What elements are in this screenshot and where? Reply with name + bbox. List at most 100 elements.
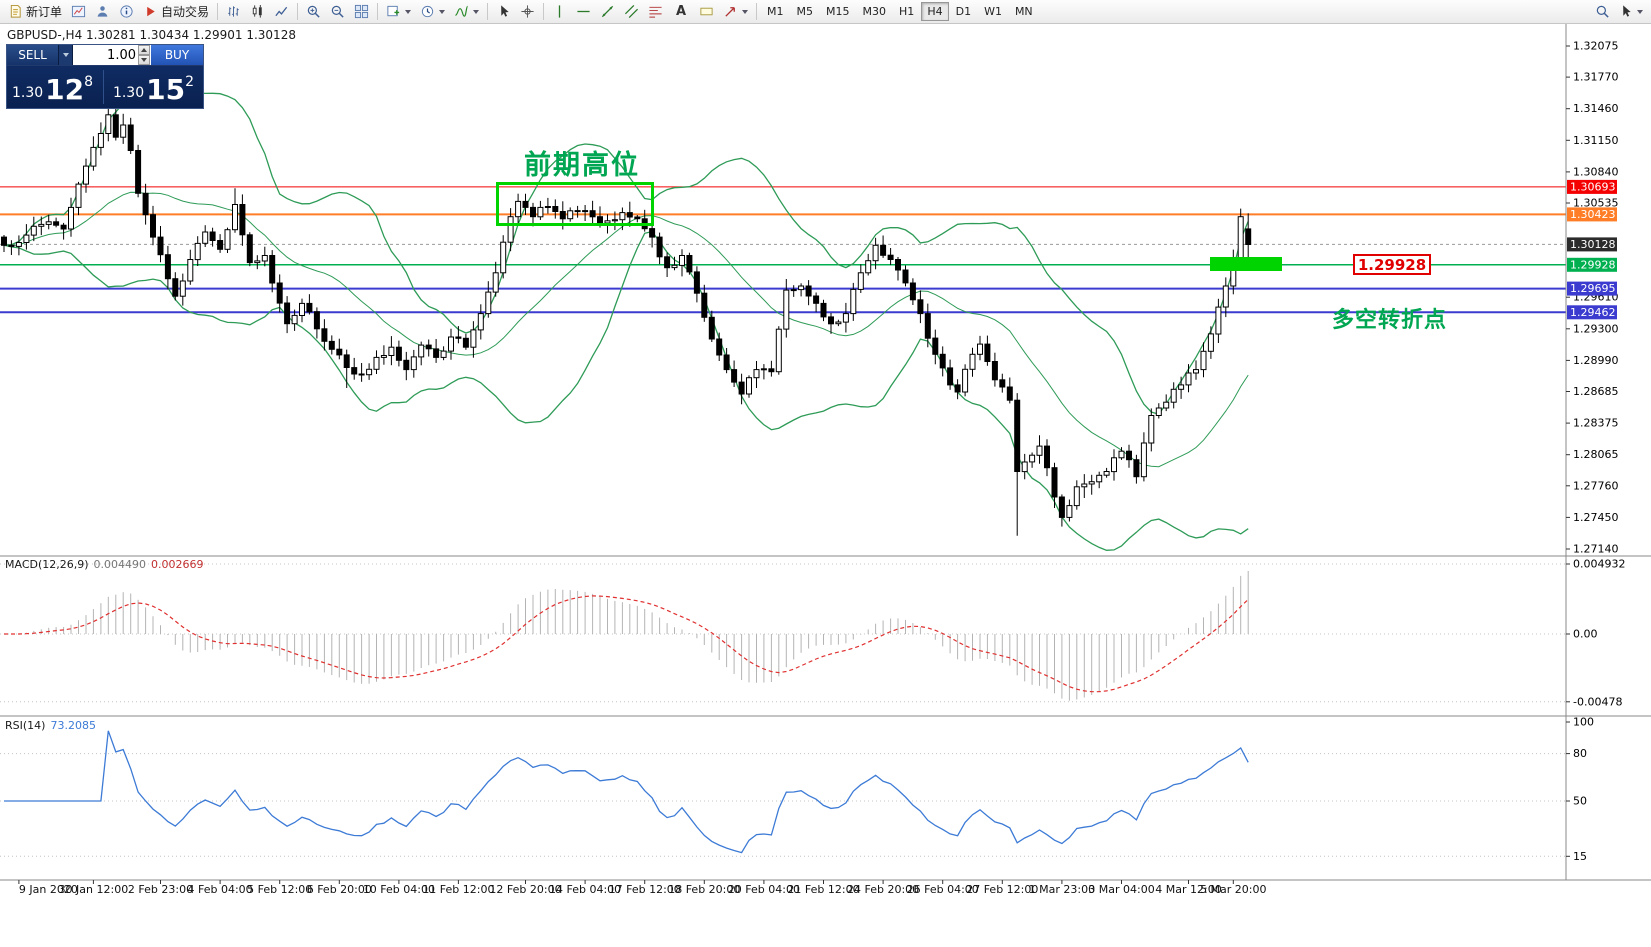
candlestick-chart-icon [252, 4, 262, 18]
svg-text:11 Feb 12:00: 11 Feb 12:00 [422, 883, 494, 896]
hlines-layer [0, 186, 1566, 314]
trendline-tool[interactable] [596, 1, 619, 22]
timeframe-m30[interactable]: M30 [857, 2, 893, 21]
indicators-dropdown[interactable] [450, 1, 483, 22]
rsi-name: RSI(14) [5, 719, 46, 732]
timeframe-d1[interactable]: D1 [950, 2, 977, 21]
help-button[interactable] [115, 1, 138, 22]
rsi-value: 73.2085 [50, 719, 96, 732]
svg-text:15: 15 [1573, 850, 1587, 863]
previous-high-box[interactable] [496, 182, 654, 226]
arrows-dropdown[interactable] [719, 1, 752, 22]
svg-text:20 Feb 04:00: 20 Feb 04:00 [728, 883, 800, 896]
toolbar-separator [377, 3, 379, 20]
search-icon [1596, 5, 1609, 18]
zoom-out-icon [331, 5, 344, 18]
chart-window-button[interactable] [67, 1, 90, 22]
svg-text:1.31150: 1.31150 [1573, 134, 1619, 147]
price-chart-canvas[interactable]: 1.320751.317701.314601.311501.308401.305… [0, 24, 1651, 947]
order-type-dropdown[interactable] [59, 45, 73, 65]
volume-field[interactable]: 1.00 [73, 45, 151, 65]
new-chart-icon [387, 5, 400, 17]
cursor-tool-button[interactable] [492, 1, 515, 22]
svg-text:1.29300: 1.29300 [1573, 322, 1619, 335]
price-callout[interactable]: 1.29928 [1353, 254, 1431, 275]
toolbar: 新订单 自动交易 [0, 0, 1651, 24]
timeframe-h4[interactable]: H4 [921, 2, 949, 21]
chevron-down-icon [439, 9, 446, 14]
pointer-menu-button[interactable] [1614, 1, 1647, 22]
sell-price[interactable]: 1.30 12 8 [12, 74, 99, 104]
svg-text:5 Mar 20:00: 5 Mar 20:00 [1200, 883, 1266, 896]
candles-layer [1, 103, 1252, 536]
vertical-line-tool[interactable] [548, 1, 571, 22]
crosshair-icon [521, 5, 534, 18]
pointer-icon [1623, 5, 1631, 17]
previous-high-label[interactable]: 前期高位 [524, 150, 640, 181]
buy-price-pipette: 2 [185, 74, 194, 90]
autotrading-button[interactable]: 自动交易 [139, 1, 213, 22]
tim eframe-w1[interactable]: W1 [978, 2, 1008, 21]
svg-text:18 Feb 20:00: 18 Feb 20:00 [668, 883, 740, 896]
chevron-down-icon [742, 9, 749, 14]
chart-area[interactable]: 1.32075 1.31770 1.31460 1.31150 1.30840 1.305… [0, 24, 1651, 947]
svg-text:1 Mar 23:00: 1 Mar 23:00 [1029, 883, 1095, 896]
one-click-header: SELL 1.00 BUY [7, 45, 203, 66]
volume-up-button[interactable] [138, 45, 150, 55]
svg-text:1.30693: 1.30693 [1570, 180, 1616, 193]
svg-text:-0.00478: -0.00478 [1573, 695, 1622, 708]
channel-tool[interactable] [620, 1, 643, 22]
new-order-button[interactable]: 新订单 [4, 1, 66, 22]
buy-price[interactable]: 1.30 15 2 [108, 74, 199, 104]
svg-text:1.27140: 1.27140 [1573, 543, 1619, 556]
horizontal-line-tool[interactable] [572, 1, 595, 22]
toolbar-separator [756, 3, 758, 20]
tile-windows-button[interactable] [350, 1, 373, 22]
svg-text:50: 50 [1573, 795, 1587, 808]
timeframe-mn[interactable]: MN [1009, 2, 1039, 21]
svg-text:0.00: 0.00 [1573, 628, 1598, 641]
svg-text:1.30423: 1.30423 [1570, 208, 1616, 221]
timeframe-h1[interactable]: H1 [893, 2, 920, 21]
profiles-button[interactable] [91, 1, 114, 22]
fibonacci-icon [649, 6, 662, 18]
timeframe-m1[interactable]: M1 [761, 2, 790, 21]
svg-text:5 Feb 12:00: 5 Feb 12:00 [247, 883, 312, 896]
buy-price-pips: 15 [146, 73, 186, 106]
chevron-down-icon [473, 9, 480, 14]
new-order-icon [10, 4, 21, 18]
cursor-icon [501, 5, 509, 17]
turning-point-label[interactable]: 多空转折点 [1332, 308, 1448, 333]
buy-button[interactable]: BUY [151, 45, 203, 65]
sell-button[interactable]: SELL [7, 45, 59, 65]
search-button[interactable] [1591, 1, 1614, 22]
volume-spinner [138, 45, 150, 65]
svg-text:1.30840: 1.30840 [1573, 165, 1619, 178]
volume-value[interactable]: 1.00 [107, 47, 136, 63]
breakout-highlight-bar[interactable] [1210, 257, 1282, 271]
candlestick-chart-button[interactable] [246, 1, 269, 22]
svg-text:1.32075: 1.32075 [1573, 40, 1619, 53]
line-chart-button[interactable] [270, 1, 293, 22]
timeframe-m15[interactable]: M15 [820, 2, 856, 21]
zoom-in-icon [307, 5, 320, 18]
zoom-out-button[interactable] [326, 1, 349, 22]
periods-dropdown[interactable] [416, 1, 449, 22]
svg-text:1.30128: 1.30128 [1570, 238, 1616, 251]
crosshair-tool-button[interactable] [516, 1, 539, 22]
line-chart-icon [275, 6, 288, 17]
bar-chart-button[interactable] [222, 1, 245, 22]
label-tool[interactable] [695, 1, 718, 22]
text-tool[interactable]: A [668, 1, 694, 22]
chevron-down-icon [63, 53, 69, 57]
rsi-layer: 100 80 50 15 [0, 716, 1594, 863]
svg-text:1.27760: 1.27760 [1573, 479, 1619, 492]
new-chart-dropdown[interactable] [382, 1, 415, 22]
autotrading-play-icon [147, 6, 155, 17]
fibonacci-tool[interactable] [644, 1, 667, 22]
volume-down-button[interactable] [138, 55, 150, 65]
svg-text:21 Feb 12:00: 21 Feb 12:00 [787, 883, 859, 896]
timeframe-m5[interactable]: M5 [791, 2, 820, 21]
zoom-in-button[interactable] [302, 1, 325, 22]
macd-main-value: 0.004490 [93, 558, 147, 571]
